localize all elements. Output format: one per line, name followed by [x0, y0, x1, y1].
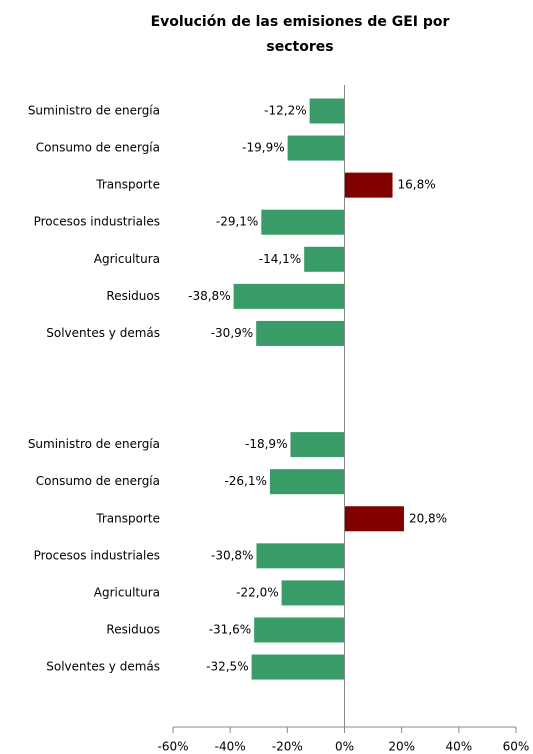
x-tick-label: 40% — [445, 740, 472, 754]
category-label: Suministro de energía — [28, 104, 160, 118]
category-label: Transporte — [95, 511, 160, 525]
chart-title: Evolución de las emisiones de GEI por se… — [150, 14, 450, 55]
bar — [344, 506, 404, 532]
bar — [256, 543, 345, 569]
value-label: -22,0% — [236, 585, 278, 599]
value-label: 16,8% — [398, 178, 436, 192]
bar — [290, 432, 345, 458]
x-tick-label: 20% — [388, 740, 415, 754]
category-label: Residuos — [106, 622, 160, 636]
category-label: Transporte — [95, 178, 160, 192]
value-label: -26,1% — [224, 474, 266, 488]
bar — [233, 283, 345, 309]
category-label: Residuos — [106, 289, 160, 303]
x-tick-label: -40% — [215, 740, 246, 754]
bar — [254, 617, 345, 643]
value-label: -30,8% — [211, 548, 253, 562]
value-label: -12,2% — [264, 104, 306, 118]
value-label: 20,8% — [409, 511, 447, 525]
bar — [344, 172, 393, 198]
x-tick-label: -60% — [157, 740, 188, 754]
value-label: -29,1% — [216, 215, 258, 229]
bar — [269, 469, 345, 495]
category-label: Consumo de energía — [36, 141, 160, 155]
category-label: Agricultura — [94, 252, 160, 266]
category-label: Agricultura — [94, 585, 160, 599]
bar — [304, 246, 345, 272]
value-label: -19,9% — [242, 141, 284, 155]
x-tick-label: 60% — [503, 740, 530, 754]
bar — [287, 135, 345, 161]
category-label: Solventes y demás — [46, 660, 160, 674]
bar — [309, 98, 345, 124]
x-tick-label: -20% — [272, 740, 303, 754]
category-label: Consumo de energía — [36, 474, 160, 488]
category-label: Solventes y demás — [46, 326, 160, 340]
bar — [256, 320, 345, 346]
x-tick-label: 0% — [335, 740, 354, 754]
category-label: Suministro de energía — [28, 437, 160, 451]
value-label: -31,6% — [209, 622, 251, 636]
bar — [251, 654, 345, 680]
value-label: -32,5% — [206, 660, 248, 674]
value-label: -30,9% — [211, 326, 253, 340]
value-label: -14,1% — [259, 252, 301, 266]
value-label: -38,8% — [188, 289, 230, 303]
category-label: Procesos industriales — [34, 215, 160, 229]
category-label: Procesos industriales — [34, 548, 160, 562]
bar — [281, 580, 345, 606]
value-label: -18,9% — [245, 437, 287, 451]
bar — [261, 209, 345, 235]
